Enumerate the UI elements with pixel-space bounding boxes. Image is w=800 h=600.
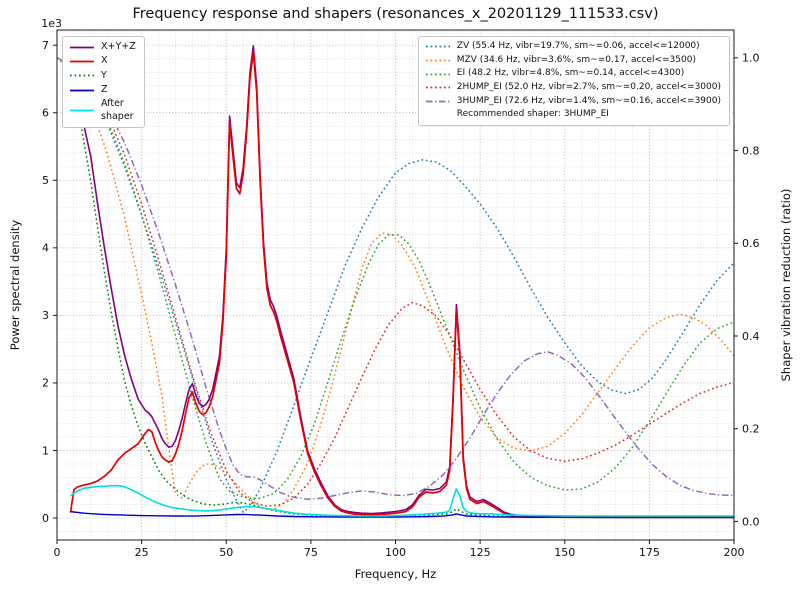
- series-mzv: [57, 57, 734, 511]
- legend-label: After shaper: [101, 98, 134, 122]
- svg-text:1.0: 1.0: [742, 52, 760, 65]
- svg-text:4: 4: [42, 242, 49, 255]
- series-z: [70, 510, 734, 519]
- legend-label: EI (48.2 Hz, vibr=4.8%, sm~=0.14, accel<…: [456, 68, 685, 79]
- legend-line-sample: [425, 110, 451, 121]
- legend-item: MZV (34.6 Hz, vibr=3.6%, sm~=0.17, accel…: [425, 55, 721, 67]
- legend-note-row: Recommended shaper: 3HUMP_EI: [425, 109, 721, 121]
- svg-text:0.6: 0.6: [742, 237, 760, 250]
- legend-line-sample: [70, 109, 94, 112]
- svg-text:0: 0: [42, 512, 49, 525]
- legend-line-sample: [425, 87, 450, 89]
- svg-text:0.2: 0.2: [742, 423, 760, 436]
- recommended-shaper-note: Recommended shaper: 3HUMP_EI: [456, 109, 609, 120]
- legend-item: Z: [69, 84, 136, 96]
- y-axis-offset-text: 1e3: [41, 17, 62, 30]
- series-3hump_ei: [57, 57, 734, 500]
- series-ei: [57, 57, 734, 500]
- svg-text:6: 6: [42, 107, 49, 120]
- legend-line-sample: [70, 46, 94, 49]
- legend-item: X: [69, 55, 136, 67]
- legend-shapers: ZV (55.4 Hz, vibr=19.7%, sm~=0.06, accel…: [417, 36, 730, 127]
- legend-label: 2HUMP_EI (52.0 Hz, vibr=2.7%, sm~=0.20, …: [456, 82, 721, 93]
- legend-item: After shaper: [69, 98, 136, 123]
- legend-line-sample: [425, 59, 450, 62]
- legend-item: EI (48.2 Hz, vibr=4.8%, sm~=0.14, accel<…: [425, 68, 721, 80]
- y-axis-right-label: Shaper vibration reduction (ratio): [779, 188, 793, 382]
- legend-item: 2HUMP_EI (52.0 Hz, vibr=2.7%, sm~=0.20, …: [425, 82, 721, 94]
- svg-text:0: 0: [54, 546, 61, 559]
- legend-line-sample: [425, 45, 450, 48]
- svg-text:0.0: 0.0: [742, 515, 760, 528]
- legend-label: X+Y+Z: [101, 41, 136, 52]
- series-x: [69, 51, 734, 519]
- axis-ticks: [53, 44, 738, 544]
- gridlines-minor: [57, 30, 734, 540]
- legend-label: X: [101, 55, 108, 67]
- series-after-shaper: [70, 484, 734, 517]
- series-curves: [57, 45, 734, 519]
- legend-line-sample: [425, 73, 450, 76]
- svg-text:200: 200: [724, 546, 745, 559]
- svg-text:3: 3: [42, 309, 49, 322]
- svg-text:100: 100: [385, 546, 406, 559]
- y-axis-left-label: Power spectral density: [8, 219, 22, 351]
- legend-psd: X+Y+Z X Y Z After shaper: [62, 36, 145, 129]
- legend-line-sample: [425, 100, 450, 103]
- series-y: [69, 71, 734, 519]
- svg-text:5: 5: [42, 174, 49, 187]
- svg-text:0.4: 0.4: [742, 330, 760, 343]
- legend-line-sample: [70, 60, 94, 63]
- svg-text:7: 7: [42, 39, 49, 52]
- series-zv: [57, 57, 734, 513]
- legend-label: Z: [101, 84, 108, 96]
- series-2hump_ei: [57, 57, 734, 507]
- legend-item: Y: [69, 70, 136, 82]
- legend-label: MZV (34.6 Hz, vibr=3.6%, sm~=0.17, accel…: [456, 54, 696, 65]
- svg-text:150: 150: [554, 546, 575, 559]
- svg-text:0.8: 0.8: [742, 144, 760, 157]
- legend-line-sample: [70, 75, 94, 77]
- legend-item: ZV (55.4 Hz, vibr=19.7%, sm~=0.06, accel…: [425, 41, 721, 53]
- svg-text:125: 125: [470, 546, 491, 559]
- legend-label: ZV (55.4 Hz, vibr=19.7%, sm~=0.06, accel…: [456, 41, 700, 51]
- svg-text:2: 2: [42, 377, 49, 390]
- tick-labels: 0 25 50 75 100 125 150 175 200 0 1 2 3 4 5 6 7 0.0 0.2 0.4 0…: [42, 39, 760, 559]
- legend-label: 3HUMP_EI (72.6 Hz, vibr=1.4%, sm~=0.16, …: [456, 95, 721, 106]
- svg-text:1: 1: [42, 444, 49, 457]
- chart-title: Frequency response and shapers (resonanc…: [132, 6, 659, 22]
- legend-line-sample: [70, 89, 94, 92]
- svg-text:175: 175: [639, 546, 660, 559]
- legend-item: 3HUMP_EI (72.6 Hz, vibr=1.4%, sm~=0.16, …: [425, 96, 721, 108]
- svg-text:50: 50: [219, 546, 233, 559]
- legend-label: Y: [101, 69, 107, 81]
- x-axis-label: Frequency, Hz: [354, 567, 437, 581]
- svg-text:25: 25: [135, 546, 149, 559]
- legend-item: X+Y+Z: [69, 41, 136, 53]
- svg-text:75: 75: [304, 546, 318, 559]
